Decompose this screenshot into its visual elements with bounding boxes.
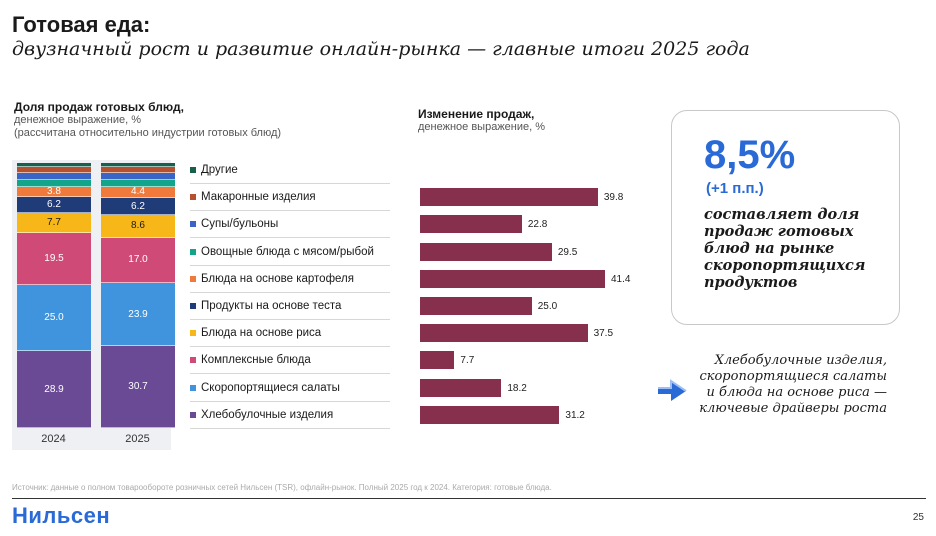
stack-segment: 19.5 [17,233,91,286]
share-chart-unit: денежное выражение, % [14,114,142,126]
change-value-label: 37.5 [593,328,614,340]
category-row: Комплексные блюда [190,347,390,375]
share-chart-note: (рассчитана относительно индустрии готов… [14,127,282,139]
change-bar [420,351,455,370]
change-value-label: 29.5 [557,246,578,258]
share-value: 8,5% [704,133,796,177]
legend-swatch [190,384,196,391]
change-bar [420,378,502,397]
legend-swatch [190,303,196,309]
stack-segment [17,172,91,180]
change-chart-title: Изменение продаж, [418,107,535,121]
nielsen-logo: Нильсен [12,503,111,528]
change-bar [420,269,605,288]
arrow-right-icon [658,379,687,401]
change-bar [420,215,522,234]
category-label: Макаронные изделия [201,191,316,204]
change-chart-unit: денежное выражение, % [418,121,546,133]
stack-segment: 25.0 [17,285,91,352]
page-subtitle: двузначный рост и развитие онлайн-рынка … [12,38,750,60]
category-row: Скоропортящиеся салаты [190,375,390,402]
change-bar [420,242,552,261]
stack-segment: 3.8 [17,186,91,197]
category-row: Другие [190,157,390,184]
change-bar [420,188,598,207]
change-bar [420,405,560,424]
stack-segment: 7.7 [17,213,91,234]
category-label: Супы/бульоны [201,218,279,231]
category-label: Хлебобулочные изделия [201,408,334,421]
page-number: 25 [912,512,924,523]
stack-segment: 17.0 [101,237,175,283]
legend-swatch [190,167,196,173]
stack-segment [17,179,91,187]
change-bar [420,297,532,315]
change-chart-header: Изменение продаж, денежное выражение, % [418,108,545,134]
category-row: Продукты на основе теста [190,293,390,320]
legend-swatch [190,411,196,418]
legend-swatch [190,357,196,364]
year-label: 2025 [125,433,150,445]
category-row: Блюда на основе риса [190,320,390,348]
legend-swatch [190,330,196,337]
year-label: 2024 [41,433,66,445]
category-label: Другие [201,164,238,176]
legend-swatch [190,194,196,201]
share-description: составляет доля продаж готовых блюд на р… [704,206,866,291]
stack-segment [17,163,91,167]
share-chart-header: Доля продаж готовых блюд, денежное выраж… [14,101,314,140]
footer-divider [12,498,926,499]
stack-segment: 8.6 [101,214,175,238]
category-label: Овощные блюда с мясом/рыбой [201,245,374,258]
stack-segment [101,163,175,167]
category-row: Овощные блюда с мясом/рыбой [190,239,390,266]
category-row: Супы/бульоны [190,211,390,239]
category-label: Блюда на основе риса [201,327,322,340]
change-bar [420,324,588,343]
stack-segment: 28.9 [17,351,91,428]
change-value-label: 7.7 [460,355,475,367]
category-label: Продукты на основе теста [201,300,342,312]
stack-segment [101,166,175,173]
change-value-label: 18.2 [507,382,527,394]
change-value-label: 25.0 [537,301,558,312]
stack-segment: 4.4 [101,186,175,199]
stack-segment: 30.7 [101,346,175,428]
growth-drivers-note: Хлебобулочные изделия, скоропортящиеся с… [699,353,887,416]
category-row: Макаронные изделия [190,184,390,212]
change-value-label: 39.8 [603,192,624,204]
stack-segment [101,179,175,187]
legend-swatch [190,275,196,282]
change-value-label: 31.2 [565,409,585,421]
change-value-label: 41.4 [611,273,631,285]
category-row: Хлебобулочные изделия [190,402,390,429]
stack-segment: 6.2 [17,196,91,214]
legend-swatch [190,221,196,228]
category-label: Комплексные блюда [201,354,311,367]
stack-segment: 6.2 [101,198,175,215]
source-note: Источник: данные о полном товарообороте … [12,483,552,492]
category-label: Блюда на основе картофеля [201,272,354,285]
share-delta: (+1 п.п.) [706,180,764,197]
stack-segment [101,172,175,180]
category-row: Блюда на основе картофеля [190,266,390,293]
share-card [671,110,900,325]
change-value-label: 22.8 [527,219,548,231]
stack-segment [17,166,91,173]
page-title: Готовая еда: [12,12,151,37]
stack-segment: 23.9 [101,282,175,347]
share-chart-title: Доля продаж готовых блюд, [14,100,184,114]
category-label: Скоропортящиеся салаты [201,381,340,394]
legend-swatch [190,248,196,255]
